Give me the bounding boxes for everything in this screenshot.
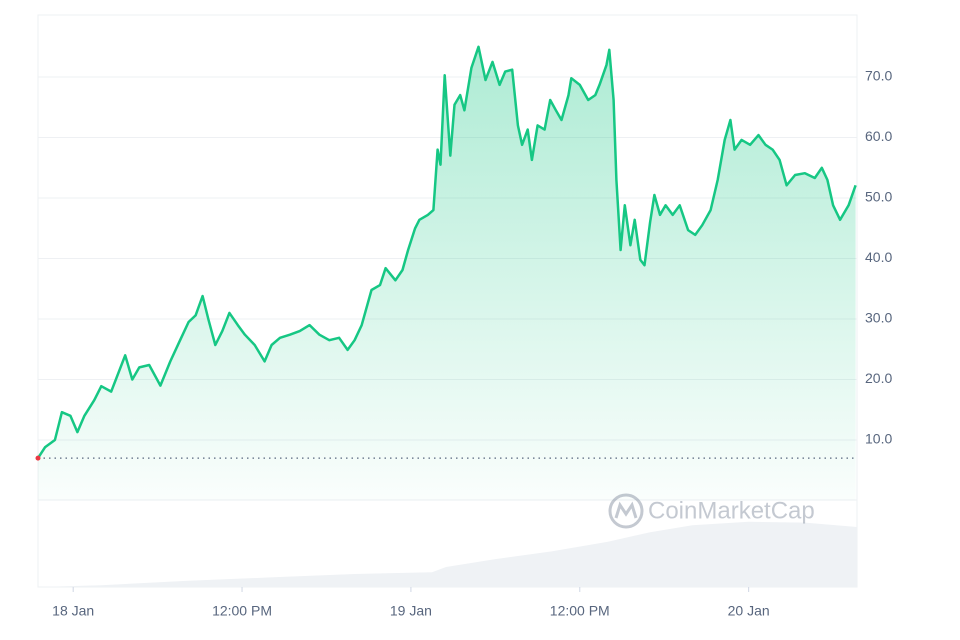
price-line	[36, 45, 857, 459]
y-tick-label: 70.0	[865, 68, 892, 84]
x-tick-label: 20 Jan	[728, 603, 770, 619]
price-area	[38, 46, 856, 501]
x-tick-label: 12:00 PM	[212, 603, 272, 619]
y-tick-label: 20.0	[865, 370, 892, 386]
y-tick-label: 50.0	[865, 189, 892, 205]
start-dot	[35, 455, 41, 461]
x-tick-label: 12:00 PM	[550, 603, 610, 619]
watermark-text: CoinMarketCap	[648, 497, 815, 524]
volume-area	[38, 521, 857, 587]
y-tick-label: 60.0	[865, 128, 892, 144]
x-tick-label: 18 Jan	[52, 603, 94, 619]
x-tick-label: 19 Jan	[390, 603, 432, 619]
y-tick-label: 40.0	[865, 249, 892, 265]
y-tick-label: 30.0	[865, 310, 892, 326]
watermark: CoinMarketCap	[608, 493, 815, 529]
y-tick-label: 10.0	[865, 431, 892, 447]
